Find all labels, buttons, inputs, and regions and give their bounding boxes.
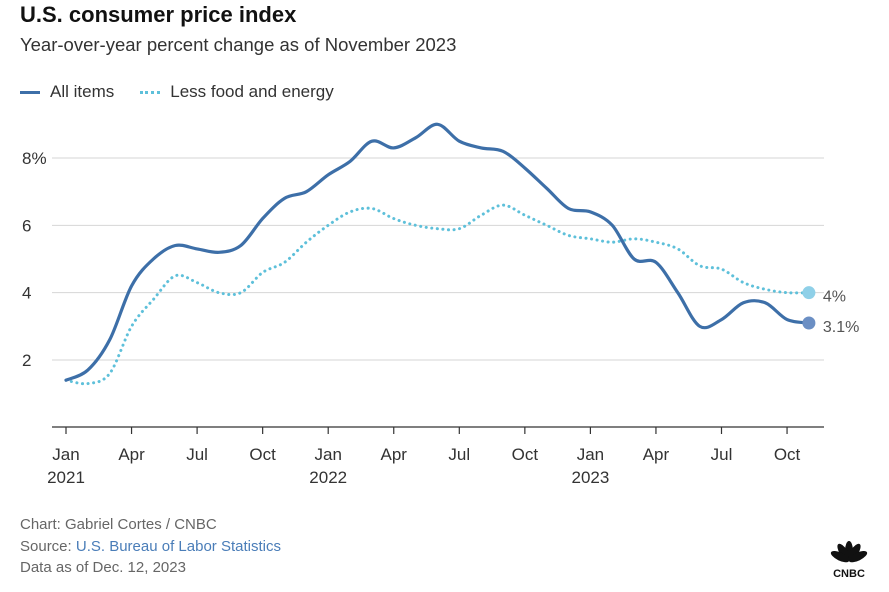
legend: All items Less food and energy [20,82,360,102]
x-tick-year-label: 2021 [47,468,85,487]
x-tick-label: Jan [314,445,341,464]
source-prefix: Source: [20,537,76,555]
x-tick-label: Jul [711,445,733,464]
legend-item-all-items: All items [20,82,114,102]
legend-label: All items [50,82,115,101]
logo-text: CNBC [833,568,865,579]
cnbc-peacock-icon: CNBC [830,541,868,579]
chart-footer: Chart: Gabriel Cortes / CNBC Source: U.S… [20,514,281,579]
x-tick-year-label: 2022 [309,468,347,487]
x-tick-year-label: 2023 [571,468,609,487]
legend-swatch-dotted [140,90,161,94]
x-tick-label: Oct [512,445,539,464]
series-line-less-food-energy [64,203,811,386]
y-tick-label: 8% [22,149,47,168]
chart-title: U.S. consumer price index [20,2,297,27]
chart-subtitle: Year-over-year percent change as of Nove… [20,34,457,55]
series-end-point [802,286,816,300]
y-tick-label: 6 [22,216,31,235]
legend-swatch-solid [20,90,40,94]
x-tick-label: Oct [249,445,276,464]
series-line-all-items [64,122,811,382]
cpi-line-chart: 2 4 6 8% Jan 2021 Apr Jul Oct Jan 2022 Apr Jul Oct Jan… [22,122,859,487]
chart-credit: Chart: Gabriel Cortes / CNBC [20,516,217,533]
x-tick-label: Jul [448,445,470,464]
legend-label: Less food and energy [170,82,334,101]
x-tick-label: Oct [774,445,801,464]
x-tick-label: Apr [118,445,145,464]
x-tick-label: Jan [577,445,604,464]
x-tick-label: Jan [52,445,79,464]
y-tick-label: 4 [22,284,31,303]
data-date-note: Data as of Dec. 12, 2023 [20,559,186,576]
x-tick-label: Apr [643,445,670,464]
series-end-label: 4% [823,289,846,306]
x-tick-label: Jul [186,445,208,464]
series-end-point [802,316,816,330]
y-tick-label: 2 [22,351,31,370]
x-tick-label: Apr [381,445,408,464]
chart-source: Source: U.S. Bureau of Labor Statistics [20,536,281,558]
legend-item-less-food-energy: Less food and energy [140,82,334,102]
series-end-label: 3.1% [823,319,859,336]
source-link[interactable]: U.S. Bureau of Labor Statistics [75,537,281,555]
